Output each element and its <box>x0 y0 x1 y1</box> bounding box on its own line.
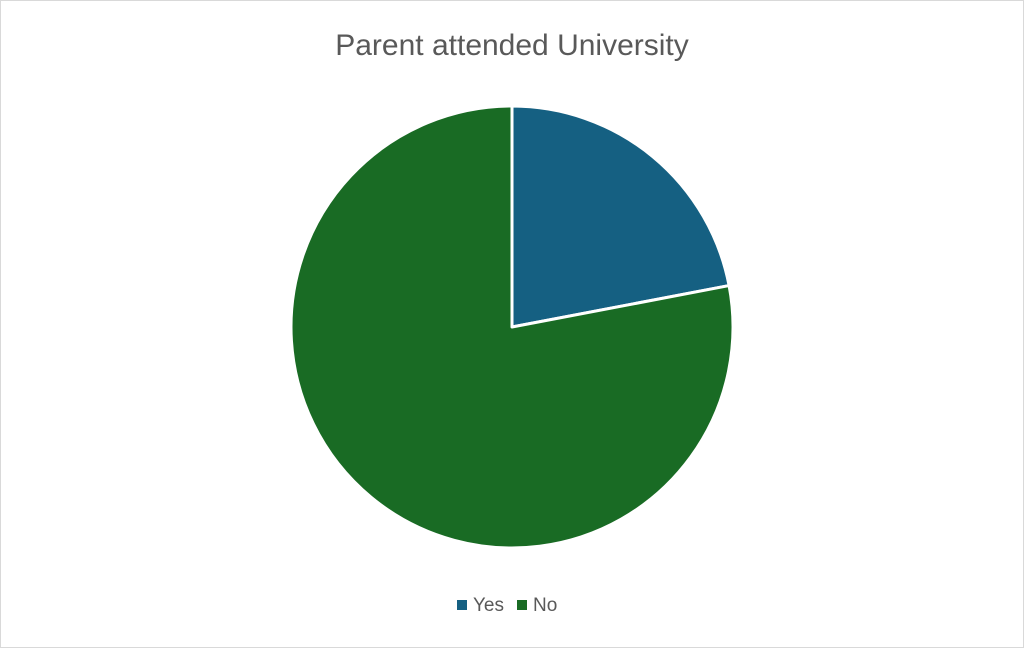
pie-slice <box>510 104 731 329</box>
pie-slice <box>289 104 735 550</box>
legend-swatch <box>457 600 467 610</box>
legend-swatch <box>517 600 527 610</box>
chart-title: Parent attended University <box>335 29 689 62</box>
legend-label: Yes <box>473 595 504 616</box>
legend-label: No <box>533 595 557 616</box>
